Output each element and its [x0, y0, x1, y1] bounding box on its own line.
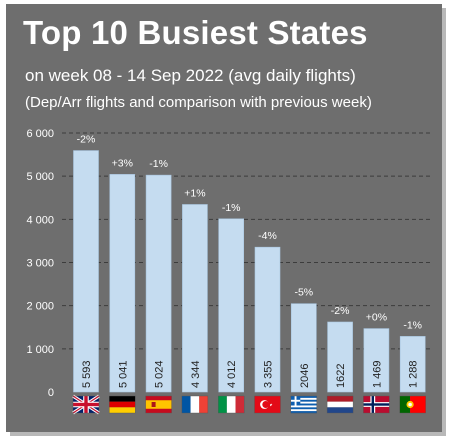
chart-subtitle-secondary: (Dep/Arr flights and comparison with pre… [25, 94, 372, 111]
value-label: 2046 [299, 364, 311, 388]
value-label: 4 012 [226, 360, 238, 388]
y-tick-label: 4 000 [26, 214, 54, 226]
change-label: -2% [77, 134, 96, 146]
flag-netherlands-icon [326, 395, 354, 414]
bar [73, 150, 99, 393]
value-label: 1 288 [408, 360, 420, 388]
change-label: -2% [331, 305, 350, 317]
flag-greece-icon [290, 395, 317, 414]
bar [182, 204, 208, 393]
value-label: 1 469 [371, 360, 383, 388]
chart-subtitle: on week 08 - 14 Sep 2022 (avg daily flig… [25, 66, 356, 85]
chart-title: Top 10 Busiest States [23, 14, 368, 51]
value-label: 5 041 [117, 360, 129, 388]
y-tick-label: 6 000 [26, 128, 54, 140]
change-label: +0% [366, 312, 387, 324]
flag-norway-icon [363, 395, 390, 414]
value-label: 5 024 [154, 360, 166, 388]
change-label: +3% [112, 157, 133, 169]
bar [399, 336, 426, 393]
bar [145, 174, 172, 393]
flag-germany-icon [109, 395, 136, 414]
flag-turkey-icon [254, 395, 281, 414]
bar [327, 321, 353, 393]
y-tick-label: 5 000 [26, 171, 54, 183]
value-label: 4 344 [190, 360, 202, 388]
change-label: -1% [403, 319, 422, 331]
flag-spain-icon [145, 395, 172, 414]
change-label: -4% [258, 230, 277, 242]
y-tick-label: 3 000 [26, 258, 54, 270]
flag-portugal-icon [399, 395, 426, 414]
change-label: +1% [184, 187, 205, 199]
bar [363, 328, 390, 393]
y-tick-label: 1 000 [26, 344, 54, 356]
value-label: 1622 [335, 364, 347, 388]
change-label: -1% [222, 202, 241, 214]
value-label: 3 355 [263, 360, 275, 388]
change-label: -5% [294, 287, 313, 299]
value-label: 5 593 [81, 360, 93, 388]
flag-france-icon [181, 395, 209, 414]
bar [218, 218, 244, 393]
bar [254, 246, 281, 393]
y-tick-label: 2 000 [26, 301, 54, 313]
change-label: -1% [149, 158, 168, 170]
flag-uk-icon [72, 394, 100, 415]
bar [290, 303, 317, 393]
chart-card: Top 10 Busiest States on week 08 - 14 Se… [6, 4, 442, 432]
bar [109, 174, 136, 393]
y-tick-label: 0 [48, 387, 54, 399]
flag-italy-icon [217, 395, 245, 414]
bar-chart: 0 1 000 2 000 3 000 4 000 5 000 6 000 -2% 5 593 +… [26, 128, 430, 415]
